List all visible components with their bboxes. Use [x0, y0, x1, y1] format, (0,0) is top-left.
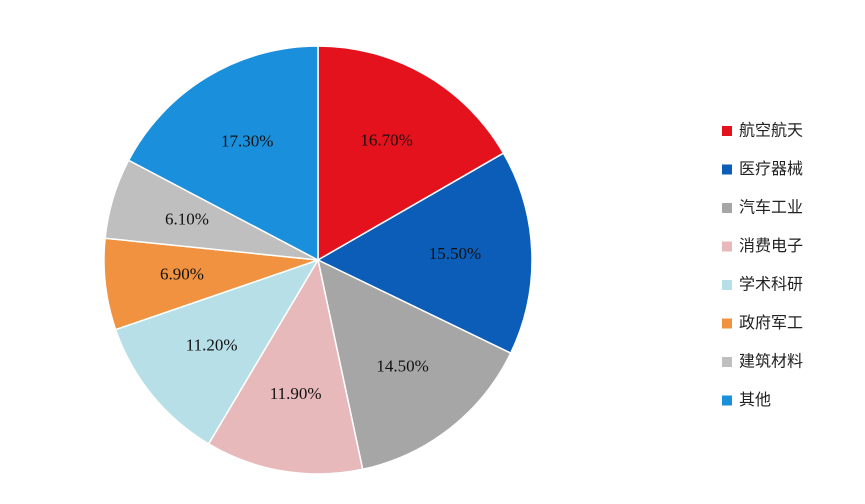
- legend-swatch: [722, 357, 732, 367]
- legend-label: 建筑材料: [739, 352, 803, 371]
- slice-value-label: 6.90%: [160, 265, 204, 284]
- legend-item: 消费电子: [722, 236, 803, 255]
- pie-slice: [127, 45, 319, 262]
- legend-label: 汽车工业: [739, 198, 803, 217]
- legend-swatch: [722, 126, 732, 136]
- legend-swatch: [722, 395, 732, 406]
- legend-swatch: [722, 241, 732, 252]
- slice-value-label: 16.70%: [360, 130, 412, 149]
- pie-slice: [316, 152, 533, 355]
- legend-swatch: [722, 280, 732, 290]
- slice-value-label: 15.50%: [429, 244, 481, 263]
- pie-slice: [207, 257, 364, 475]
- slice-value-label: 11.90%: [270, 384, 322, 403]
- slice-value-label: 11.20%: [186, 335, 238, 354]
- legend-item: 汽车工业: [722, 198, 803, 217]
- slice-value-label: 6.10%: [165, 209, 209, 228]
- legend-label: 医疗器械: [739, 159, 803, 178]
- legend-item: 医疗器械: [722, 159, 803, 178]
- legend-item: 学术科研: [722, 275, 803, 294]
- legend-label: 航空航天: [739, 121, 803, 140]
- legend-swatch: [722, 203, 732, 213]
- legend-swatch: [722, 318, 732, 329]
- legend-label: 政府军工: [739, 313, 803, 332]
- legend-item: 建筑材料: [722, 352, 803, 371]
- legend-item: 航空航天: [722, 121, 803, 140]
- legend-label: 消费电子: [739, 236, 803, 255]
- pie-slices: [103, 45, 533, 475]
- slice-labels: 16.70% 15.50% 14.50% 11.90% 11.20% 6.90% 6.10%…: [160, 130, 481, 403]
- pie-slice: [114, 258, 320, 445]
- legend-swatch: [722, 164, 732, 175]
- pie-slice: [316, 258, 512, 471]
- slice-value-label: 14.50%: [376, 357, 428, 376]
- slice-value-label: 17.30%: [221, 132, 273, 151]
- legend-item: 政府军工: [722, 313, 803, 332]
- legend-label: 学术科研: [739, 275, 803, 294]
- pie-slice: [317, 45, 505, 262]
- legend-label: 其他: [739, 390, 771, 409]
- legend-item: 其他: [722, 390, 771, 409]
